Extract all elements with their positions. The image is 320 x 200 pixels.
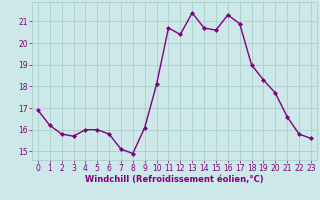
X-axis label: Windchill (Refroidissement éolien,°C): Windchill (Refroidissement éolien,°C) (85, 175, 264, 184)
